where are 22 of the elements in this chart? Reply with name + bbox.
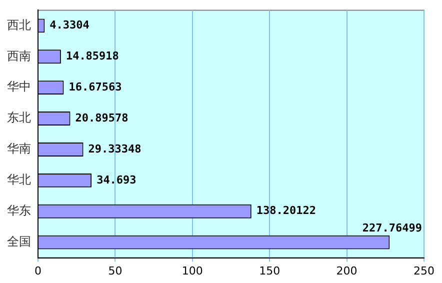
data-label: 138.20122	[256, 204, 316, 218]
x-tick-label: 200	[336, 264, 358, 278]
y-tick-label: 西北	[7, 18, 31, 32]
data-label: 16.67563	[68, 80, 122, 94]
y-tick-label: 华南	[7, 142, 31, 156]
y-tick-label: 东北	[7, 110, 31, 125]
y-tick-label: 全国	[7, 234, 31, 248]
data-label: 14.85918	[66, 49, 119, 62]
data-label: 34.693	[96, 173, 136, 186]
x-tick-label: 150	[259, 264, 280, 278]
x-tick-label: 250	[414, 264, 434, 278]
x-tick-label: 0	[34, 264, 42, 278]
y-tick-label: 西南	[7, 48, 31, 63]
x-tick-label: 50	[108, 264, 122, 278]
data-label: 20.89578	[75, 111, 128, 124]
x-tick-label: 100	[182, 264, 203, 278]
y-tick-label: 华东	[7, 204, 31, 218]
data-label: 29.33348	[88, 142, 142, 156]
y-tick-label: 华北	[7, 172, 31, 187]
y-tick-label: 华中	[7, 80, 31, 94]
data-label: 227.76499	[362, 222, 422, 235]
data-label: 4.3304	[50, 18, 90, 32]
